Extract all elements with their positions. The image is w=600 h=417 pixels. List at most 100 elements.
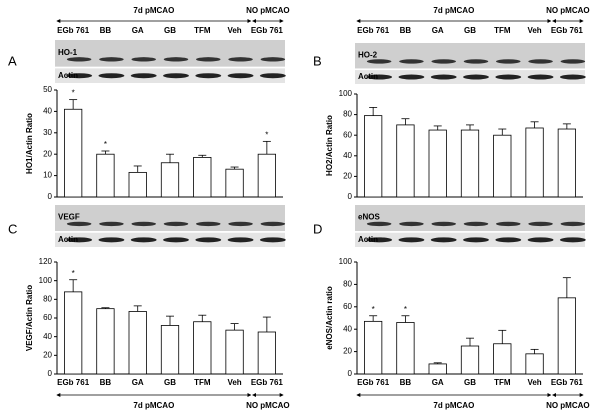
category-label: EGb 761	[251, 378, 284, 387]
blot-band	[99, 221, 124, 227]
blot-band	[131, 221, 156, 227]
category-label: EGb 761	[57, 378, 90, 387]
blot-band	[66, 237, 93, 243]
blot-band	[366, 59, 392, 64]
category-label: EGb 761	[551, 378, 584, 387]
blot-band	[366, 221, 392, 227]
y-tick-label: 40	[343, 324, 352, 333]
y-axis-label: VEGF/Actin Ratio	[25, 285, 34, 351]
blot-band	[196, 221, 221, 227]
bar	[257, 153, 276, 198]
category-label: EGb 761	[251, 26, 284, 35]
blot-label: HO-1	[58, 48, 78, 57]
category-label: Veh	[527, 378, 541, 387]
y-tick-label: 0	[348, 192, 353, 201]
bar	[64, 291, 83, 375]
blot-band	[227, 237, 254, 243]
category-label: TFM	[194, 378, 211, 387]
group-label: NO pMCAO	[546, 401, 590, 410]
bar	[428, 129, 447, 198]
bar	[493, 343, 512, 375]
blot-label: Actin	[358, 235, 378, 244]
blot-band	[528, 221, 553, 227]
group-label: 7d pMCAO	[433, 6, 474, 15]
bar	[428, 363, 447, 375]
blot-band	[260, 57, 286, 62]
group-label: NO pMCAO	[246, 401, 290, 410]
blot-band	[463, 237, 489, 243]
y-tick-label: 60	[43, 313, 52, 322]
category-label: GA	[432, 26, 444, 35]
blot-band	[560, 59, 586, 64]
category-label: GA	[132, 26, 144, 35]
bar	[64, 108, 83, 198]
group-label: 7d pMCAO	[433, 401, 474, 410]
blot-label: eNOS	[358, 213, 380, 222]
bar	[96, 308, 115, 375]
blot-label: Actin	[58, 71, 78, 80]
blot-band	[496, 221, 521, 227]
category-label: TFM	[194, 26, 211, 35]
category-label: BB	[400, 26, 412, 35]
y-tick-label: 80	[343, 280, 352, 289]
category-label: BB	[100, 378, 112, 387]
bar	[193, 157, 212, 198]
blot-band	[228, 57, 253, 62]
bar	[493, 134, 512, 198]
blot-band	[560, 221, 586, 227]
blot-band	[431, 221, 456, 227]
blot-band	[559, 237, 586, 243]
blot-band	[228, 221, 253, 227]
blot-band	[399, 221, 424, 227]
y-tick-label: 20	[343, 172, 352, 181]
y-tick-label: 40	[43, 107, 52, 116]
blot-band	[163, 237, 189, 243]
blot-band	[366, 237, 393, 243]
category-label: EGb 761	[357, 26, 390, 35]
y-tick-label: 40	[343, 151, 352, 160]
blot-band	[195, 237, 222, 243]
category-label: GB	[164, 378, 176, 387]
blot-band	[195, 73, 222, 79]
category-label: BB	[400, 378, 412, 387]
y-tick-label: 0	[48, 192, 53, 201]
y-tick-label: 80	[43, 294, 52, 303]
category-label: EGb 761	[57, 26, 90, 35]
blot-image	[355, 43, 585, 69]
blot-band	[463, 59, 489, 64]
blot-image	[55, 205, 285, 232]
bar	[193, 321, 212, 375]
y-tick-label: 20	[343, 347, 352, 356]
y-tick-label: 100	[339, 257, 353, 266]
y-tick-label: 50	[43, 85, 52, 94]
y-tick-label: 60	[343, 130, 352, 139]
significance-marker: *	[72, 269, 75, 278]
blot-image	[55, 40, 285, 67]
category-label: BB	[100, 26, 112, 35]
panel-letter: C	[8, 221, 17, 236]
bar	[557, 128, 576, 198]
category-label: EGb 761	[551, 26, 584, 35]
category-label: GA	[432, 378, 444, 387]
category-label: Veh	[227, 26, 241, 35]
blot-band	[130, 73, 157, 79]
bar	[396, 322, 415, 375]
bar	[96, 153, 115, 198]
blot-band	[98, 73, 125, 79]
category-label: TFM	[494, 378, 511, 387]
blot-band	[227, 73, 254, 79]
blot-band	[430, 237, 457, 243]
bar	[128, 311, 147, 375]
group-label: NO pMCAO	[546, 6, 590, 15]
blot-band	[163, 221, 189, 227]
blot-band	[131, 57, 156, 62]
bar	[364, 115, 383, 198]
blot-band	[259, 73, 286, 79]
bar	[460, 129, 480, 198]
group-label: NO pMCAO	[246, 6, 290, 15]
blot-band	[398, 74, 425, 80]
blot-band	[528, 59, 553, 64]
blot-label: VEGF	[58, 213, 80, 222]
blot-band	[163, 73, 189, 79]
